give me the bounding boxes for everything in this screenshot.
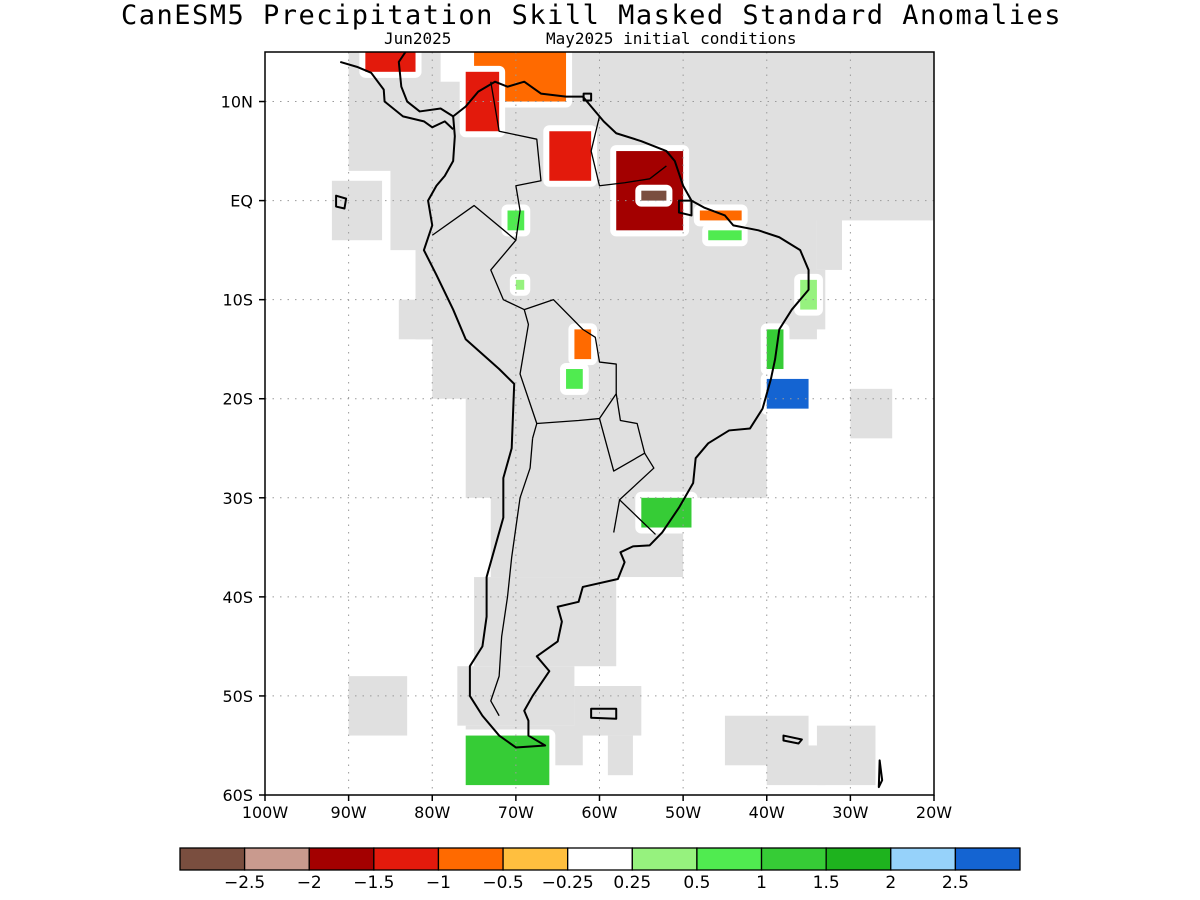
mask-block xyxy=(816,200,843,270)
colorbar-label: −1 xyxy=(426,873,451,893)
lon-tick-label: 30W xyxy=(832,803,868,822)
colorbar-swatch xyxy=(890,847,957,871)
anomaly-patch xyxy=(708,230,742,241)
colorbar-label: 0.5 xyxy=(683,873,710,893)
anomaly-patch xyxy=(641,497,692,528)
south-america-coast xyxy=(422,80,810,749)
colorbar-swatch xyxy=(954,847,1021,871)
country-border xyxy=(431,204,538,439)
colorbar-swatch xyxy=(179,847,246,871)
anomaly-patch xyxy=(515,279,525,290)
colorbar-swatch xyxy=(437,847,504,871)
colorbar-label: −2 xyxy=(297,873,322,893)
lat-tick-label: EQ xyxy=(230,192,253,211)
mask-block xyxy=(474,577,617,667)
lon-tick-label: 80W xyxy=(414,803,450,822)
coastline-layer xyxy=(335,52,884,789)
mask-block xyxy=(432,299,784,399)
island xyxy=(590,707,618,720)
mask-block xyxy=(816,725,876,786)
chart-title: CanESM5 Precipitation Skill Masked Stand… xyxy=(120,0,1063,31)
colorbar-label: 0.25 xyxy=(613,873,651,893)
island xyxy=(677,199,693,217)
anomaly-patch xyxy=(699,210,742,221)
lon-tick-label: 50W xyxy=(665,803,701,822)
colorbar-swatch xyxy=(567,847,633,871)
axis-ticks: 100W 90W 80W 70W 60W 50W 40W 30W 20W 10N EQ 10S 20S 3… xyxy=(221,93,953,822)
colorbar-label: 2 xyxy=(885,873,896,893)
mask-block xyxy=(465,398,767,498)
anomaly-patch xyxy=(465,735,550,786)
country-border xyxy=(590,116,667,187)
anomaly-patch xyxy=(574,329,592,360)
forecast-month: Jun2025 xyxy=(384,29,452,48)
colorbar-swatch xyxy=(243,847,310,871)
lat-tick-label: 20S xyxy=(222,390,253,409)
anomaly-patch xyxy=(641,190,667,201)
country-border xyxy=(490,438,534,717)
colorbar-label: −1.5 xyxy=(353,873,394,893)
colorbar-label: −0.5 xyxy=(482,873,523,893)
island xyxy=(782,734,803,745)
lat-tick-label: 30S xyxy=(222,489,253,508)
colorbar-label: −0.25 xyxy=(542,873,594,893)
lon-tick-label: 60W xyxy=(581,803,617,822)
colorbar-swatch xyxy=(502,847,569,871)
anomaly-patch xyxy=(365,52,416,72)
anomaly-patch xyxy=(549,131,592,181)
mask-block xyxy=(875,52,926,92)
anomaly-patch xyxy=(766,378,809,409)
lat-tick-label: 60S xyxy=(222,786,253,805)
mask-block xyxy=(398,299,433,340)
mask-block xyxy=(331,180,383,241)
mask-block xyxy=(607,735,633,776)
anomaly-patch xyxy=(766,329,784,370)
mask-block xyxy=(850,388,893,439)
mask-block xyxy=(390,141,441,251)
mask-block xyxy=(574,686,642,736)
colorbar-swatch xyxy=(308,847,375,871)
mask-block xyxy=(457,666,575,726)
country-border xyxy=(490,81,542,241)
lat-tick-label: 10S xyxy=(222,291,253,310)
central-america-coast xyxy=(397,52,454,118)
lon-tick-label: 70W xyxy=(498,803,534,822)
mask-block xyxy=(766,745,826,786)
initial-conditions: May2025 initial conditions xyxy=(546,29,797,48)
colorbar-label: 2.5 xyxy=(942,873,969,893)
island xyxy=(877,759,884,789)
colorbar-swatch xyxy=(631,847,698,871)
country-border xyxy=(598,393,646,472)
island xyxy=(335,194,348,210)
lat-tick-label: 50S xyxy=(222,687,253,706)
country-border xyxy=(613,499,621,533)
colorbar-swatch xyxy=(825,847,892,871)
colorbar-label: 1.5 xyxy=(813,873,840,893)
lon-tick-label: 40W xyxy=(749,803,785,822)
lat-tick-label: 10N xyxy=(221,93,253,112)
country-border xyxy=(618,452,656,535)
colorbar-swatch xyxy=(373,847,440,871)
anomaly-patch xyxy=(507,210,525,231)
colorbar-swatch xyxy=(696,847,763,871)
colorbar-label: −2.5 xyxy=(224,873,265,893)
country-border xyxy=(524,299,617,425)
colorbar-label: 1 xyxy=(756,873,767,893)
island xyxy=(582,92,593,102)
anomaly-patch xyxy=(800,279,817,310)
mask-block xyxy=(348,676,408,736)
lon-tick-label: 100W xyxy=(242,803,289,822)
lat-tick-label: 40S xyxy=(222,588,253,607)
lon-tick-label: 90W xyxy=(331,803,367,822)
lon-tick-label: 20W xyxy=(916,803,952,822)
anomaly-patch xyxy=(566,369,583,389)
colorbar: −2.5 −2 −1.5 −1 −0.5 −0.25 0.25 0.5 1 1.5 2 2.5 xyxy=(179,847,1021,893)
central-america-pacific-coast xyxy=(339,60,454,130)
colorbar-swatch xyxy=(760,847,827,871)
